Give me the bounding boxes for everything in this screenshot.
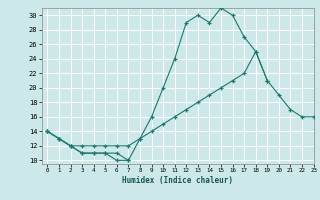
- X-axis label: Humidex (Indice chaleur): Humidex (Indice chaleur): [122, 176, 233, 185]
